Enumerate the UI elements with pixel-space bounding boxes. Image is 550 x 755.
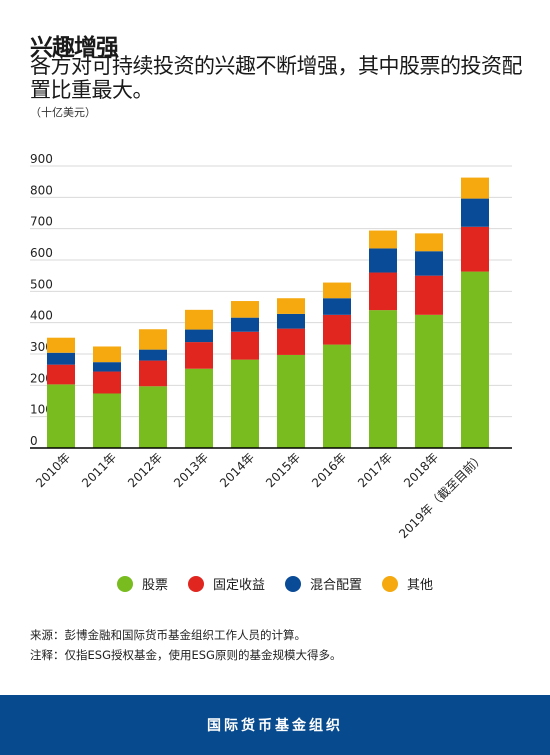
bar-segment (415, 251, 443, 276)
bar-segment (369, 230, 397, 249)
legend-label: 其他 (407, 578, 434, 593)
x-tick-label: 2012年 (125, 450, 165, 490)
source-note: 来源：彭博金融和国际货币基金组织工作人员的计算。 (30, 628, 306, 642)
legend-label: 股票 (141, 578, 168, 593)
y-tick-label: 800 (30, 183, 53, 197)
y-tick-label: 700 (30, 215, 53, 229)
x-tick-label: 2019年（截至目前） (396, 450, 488, 542)
bar-segment (139, 360, 167, 387)
footnote: 注释：仅指ESG授权基金，使用ESG原则的基金规模大得多。 (30, 648, 342, 662)
bar-segment (93, 393, 121, 448)
bar-segment (323, 314, 351, 345)
bar-segment (415, 275, 443, 315)
bar-segment (185, 342, 213, 369)
bar-segment (139, 349, 167, 361)
bar-segment (369, 310, 397, 448)
bar-segment (415, 314, 443, 448)
x-tick-label: 2016年 (309, 450, 349, 490)
unit-label: （十亿美元） (30, 106, 96, 119)
chart-title: 兴趣增强 (30, 35, 119, 61)
legend-swatch (382, 575, 399, 592)
legend-swatch (116, 575, 133, 592)
bar-segment (369, 248, 397, 273)
y-tick-label: 0 (30, 434, 38, 448)
bar-segment (185, 368, 213, 448)
bar-segment (277, 354, 305, 448)
y-tick-label: 400 (30, 309, 53, 323)
bar-segment (415, 233, 443, 252)
bar-segment (231, 301, 259, 318)
bar-segment (369, 272, 397, 311)
bar-segment (323, 282, 351, 299)
bar-segment (277, 313, 305, 329)
x-tick-label: 2015年 (263, 450, 303, 490)
chart-legend: 股票 固定收益 混合配置 其他 (0, 574, 550, 593)
bar-segment (47, 364, 75, 385)
x-tick-label: 2013年 (171, 450, 211, 490)
bar-segment (139, 329, 167, 350)
y-tick-label: 500 (30, 277, 53, 291)
bar-segment (93, 346, 121, 363)
bar-segment (139, 386, 167, 448)
bar-segment (93, 371, 121, 394)
bar-segment (231, 331, 259, 360)
bar-segment (231, 359, 259, 448)
x-tick-label: 2018年 (401, 450, 441, 490)
legend-item: 股票 (116, 574, 168, 593)
legend-label: 固定收益 (212, 578, 265, 593)
bar-segment (47, 337, 75, 353)
bar-segment (461, 198, 489, 227)
bar-segment (185, 309, 213, 330)
bar-segment (277, 328, 305, 355)
y-tick-label: 900 (30, 152, 53, 166)
bar-segment (47, 384, 75, 448)
chart-subtitle: 各方对可持续投资的兴趣不断增强，其中股票的投资配置比重最大。 (30, 54, 523, 102)
x-tick-label: 2014年 (217, 450, 257, 490)
legend-swatch (285, 575, 301, 592)
bar-segment (461, 177, 489, 199)
footer-label: 国际货币基金组织 (207, 718, 343, 734)
legend-item: 其他 (382, 574, 433, 593)
legend-item: 混合配置 (285, 574, 362, 593)
legend-swatch (187, 575, 204, 592)
bar-segment (461, 271, 489, 448)
bar-segment (277, 298, 305, 314)
legend-item: 固定收益 (187, 574, 265, 593)
bar-segment (323, 298, 351, 315)
legend-label: 混合配置 (310, 578, 363, 593)
y-tick-label: 600 (30, 246, 53, 260)
bar-segment (323, 344, 351, 448)
footer-banner: 国际货币基金组织 (0, 695, 550, 755)
bar-segment (93, 362, 121, 372)
bar-segment (461, 226, 489, 272)
bar-segment (47, 352, 75, 365)
x-tick-label: 2010年 (33, 450, 73, 490)
bar-segment (185, 329, 213, 343)
bar-segment (231, 317, 259, 332)
x-tick-label: 2011年 (79, 450, 119, 490)
x-tick-label: 2017年 (355, 450, 395, 490)
